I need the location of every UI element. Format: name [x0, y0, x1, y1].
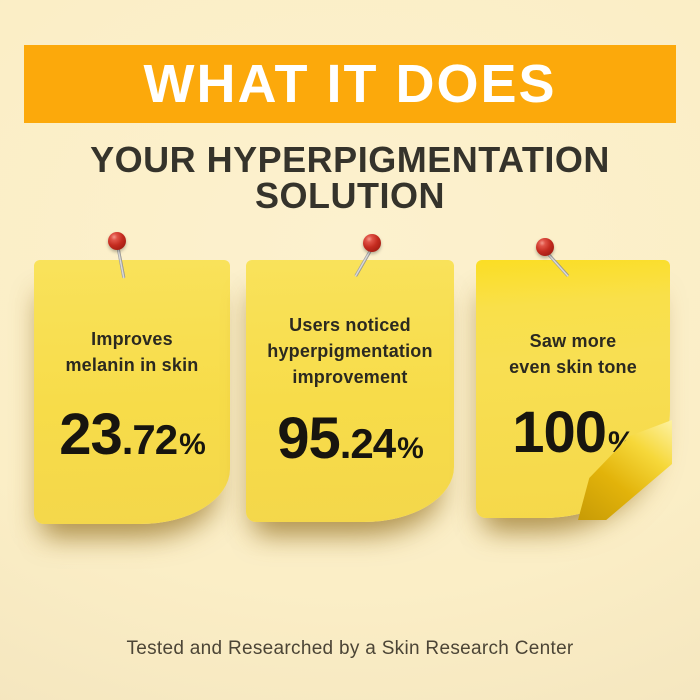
stat-integer: 95: [277, 406, 341, 471]
note-stat-value: 23.72%: [59, 406, 206, 464]
pushpin-icon: [108, 232, 126, 279]
banner-title: WHAT IT DOES: [143, 54, 557, 114]
pushpin-icon: [536, 238, 569, 278]
pushpin-icon: [353, 234, 381, 278]
pin-head: [363, 234, 381, 252]
headline: YOUR HYPERPIGMENTATION SOLUTION: [90, 139, 610, 216]
stat-decimal: .72: [121, 416, 178, 463]
stat-decimal: .24: [339, 420, 396, 467]
pin-head: [536, 238, 554, 256]
stat-integer: 100: [512, 400, 607, 465]
footer-caption: Tested and Researched by a Skin Research…: [126, 638, 574, 659]
sticky-note-even-skin-tone: Saw more even skin tone 100%: [476, 260, 672, 520]
percent-sign: %: [397, 432, 424, 465]
sticky-note-hyperpigmentation-improvement: Users noticed hyperpigmentation improvem…: [246, 260, 454, 522]
note-title: Users noticed hyperpigmentation improvem…: [267, 315, 433, 387]
note-stat-value: 95.24%: [277, 410, 424, 468]
pin-head: [108, 232, 126, 250]
note-content: Users noticed hyperpigmentation improvem…: [246, 260, 454, 574]
stat-integer: 23: [59, 402, 123, 467]
sticky-note-improves-melanin: Improves melanin in skin 23.72%: [34, 260, 230, 524]
note-content: Saw more even skin tone 100%: [476, 260, 670, 586]
note-content: Improves melanin in skin 23.72%: [34, 260, 230, 590]
note-title: Saw more even skin tone: [509, 331, 637, 377]
title-banner: WHAT IT DOES: [24, 45, 676, 123]
percent-sign: %: [179, 428, 206, 461]
note-title: Improves melanin in skin: [65, 329, 199, 375]
